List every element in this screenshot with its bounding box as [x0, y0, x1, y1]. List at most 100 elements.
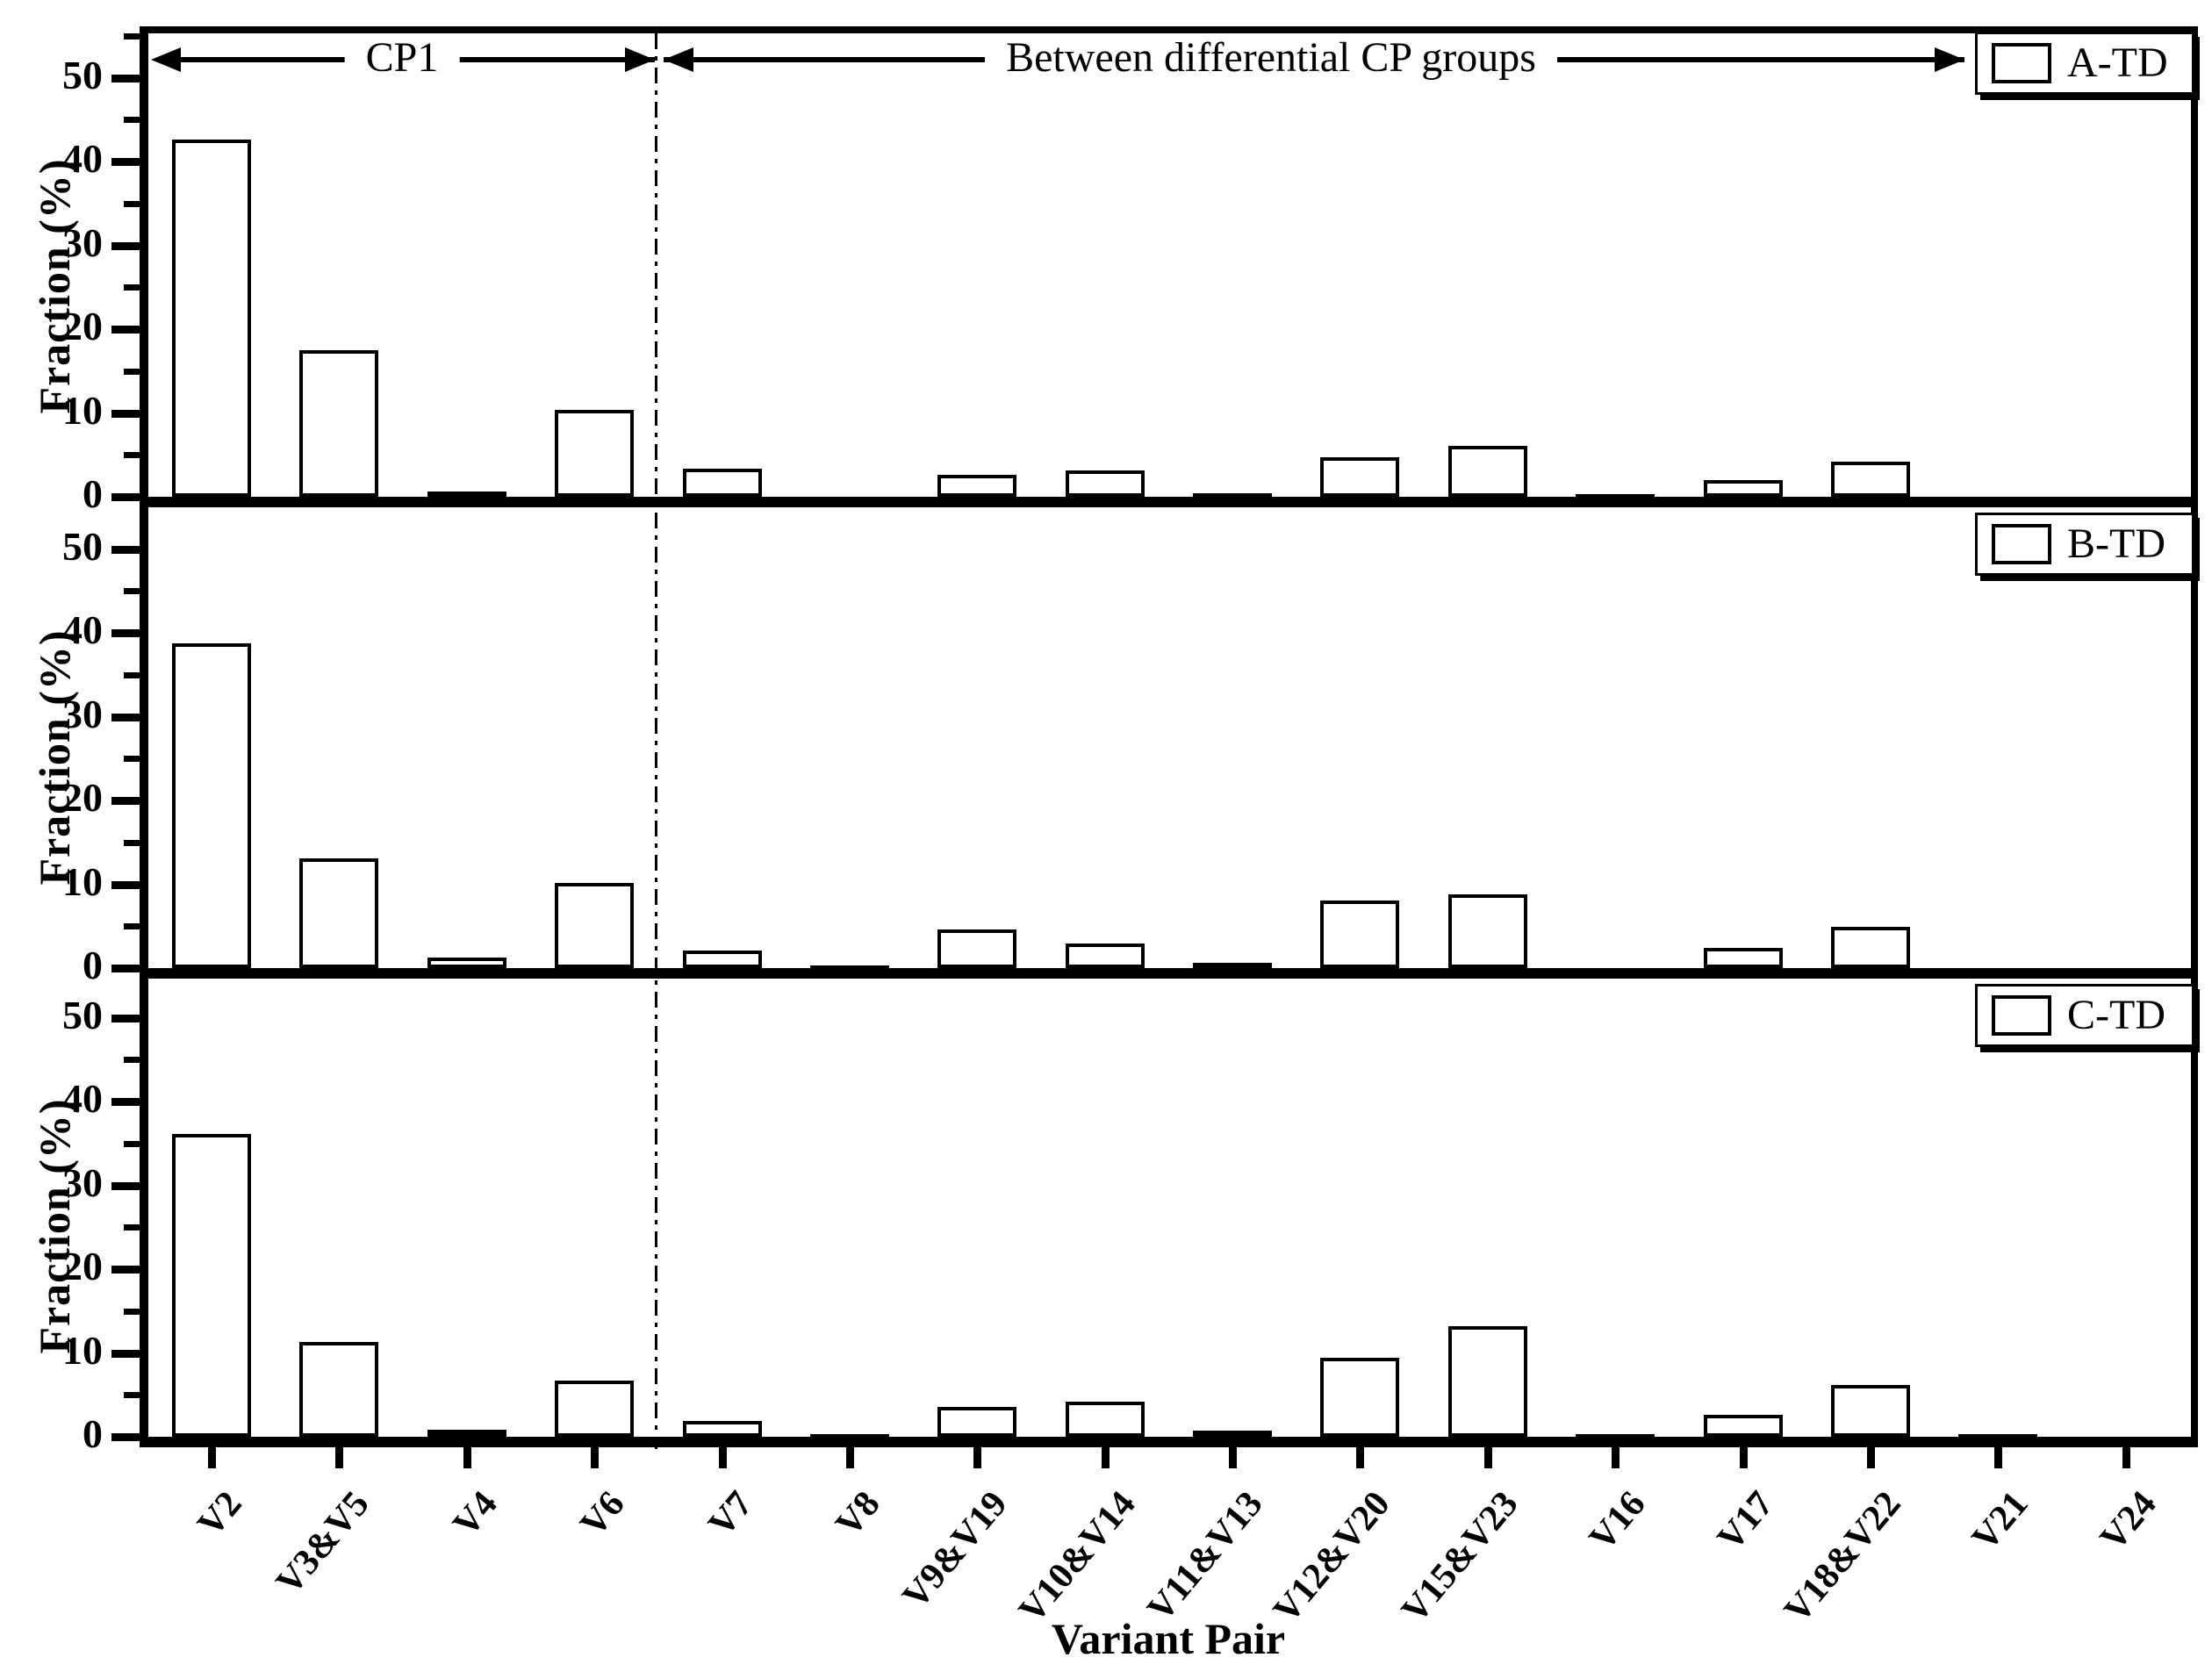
y-tick-label: 40	[62, 607, 103, 652]
y-minor-tick	[124, 368, 140, 375]
bar-C-TD-V11&V13	[1193, 1431, 1272, 1437]
x-tick	[1866, 1447, 1875, 1468]
x-tick	[591, 1447, 600, 1468]
y-major-tick	[111, 158, 140, 166]
y-major-tick	[111, 797, 140, 805]
bar-A-TD-V2	[172, 140, 251, 497]
panel-c-td-frame	[140, 979, 2198, 1447]
y-tick-label: 10	[62, 387, 103, 433]
y-tick-label: 0	[83, 1411, 103, 1456]
cp1-arrowhead-right	[625, 47, 655, 72]
y-minor-tick	[124, 671, 140, 678]
y-major-tick	[111, 493, 140, 501]
bar-B-TD-V18&V22	[1830, 927, 1910, 968]
legend-swatch-icon	[1992, 524, 2051, 564]
x-tick	[973, 1447, 982, 1468]
legend-swatch-icon	[1992, 43, 2051, 83]
y-major-tick	[111, 1433, 140, 1441]
bar-B-TD-V3&V5	[299, 858, 379, 968]
bar-A-TD-V16	[1576, 494, 1655, 497]
panel-a-td-frame	[140, 26, 2198, 507]
bar-B-TD-V2	[172, 643, 251, 968]
bar-A-TD-V12&V20	[1320, 457, 1400, 497]
legend-b-td: B-TD	[1975, 513, 2194, 576]
bar-A-TD-V17	[1703, 480, 1783, 497]
x-tick	[1739, 1447, 1748, 1468]
y-major-tick	[111, 1349, 140, 1358]
bar-C-TD-V6	[555, 1381, 635, 1437]
bar-C-TD-V18&V22	[1830, 1385, 1910, 1437]
legend-a-td: A-TD	[1975, 32, 2194, 95]
between-arrowhead-left	[664, 47, 693, 72]
bar-B-TD-V11&V13	[1193, 963, 1272, 968]
x-tick	[845, 1447, 854, 1468]
y-tick-label: 50	[62, 52, 103, 97]
legend-label: C-TD	[2067, 992, 2165, 1038]
x-tick	[718, 1447, 727, 1468]
y-tick-label: 50	[62, 992, 103, 1037]
y-major-tick	[111, 409, 140, 418]
panel-b-td-frame	[140, 507, 2198, 979]
bar-C-TD-V12&V20	[1320, 1358, 1400, 1437]
y-major-tick	[111, 1098, 140, 1106]
y-minor-tick	[124, 588, 140, 595]
y-axis-title: Fraction (%)	[30, 158, 79, 414]
y-tick-label: 30	[62, 691, 103, 736]
bar-A-TD-V9&V19	[937, 475, 1017, 497]
y-major-tick	[111, 241, 140, 250]
bar-C-TD-V3&V5	[299, 1342, 379, 1437]
y-minor-tick	[124, 117, 140, 124]
y-tick-label: 0	[83, 471, 103, 516]
bar-A-TD-V6	[555, 410, 635, 497]
y-major-tick	[111, 965, 140, 972]
bar-C-TD-V2	[172, 1134, 251, 1437]
bar-A-TD-V4	[427, 492, 506, 497]
between-arrowhead-right	[1935, 47, 1964, 72]
y-minor-tick	[124, 284, 140, 291]
legend-c-td: C-TD	[1975, 984, 2194, 1047]
y-minor-tick	[124, 1140, 140, 1147]
y-major-tick	[111, 326, 140, 334]
y-tick-label: 30	[62, 1159, 103, 1205]
x-tick	[1994, 1447, 2003, 1468]
y-major-tick	[111, 713, 140, 721]
y-tick-label: 20	[62, 304, 103, 348]
bar-C-TD-V8	[809, 1434, 889, 1437]
y-tick-label: 0	[83, 943, 103, 987]
y-minor-tick	[124, 32, 140, 39]
cp1-label: CP1	[344, 33, 460, 83]
x-tick	[208, 1447, 216, 1468]
y-tick-label: 40	[62, 1076, 103, 1121]
bar-C-TD-V9&V19	[937, 1407, 1017, 1437]
bar-C-TD-V17	[1703, 1415, 1783, 1437]
cp-group-separator-line	[655, 33, 657, 1449]
y-minor-tick	[124, 1224, 140, 1231]
bar-C-TD-V10&V14	[1065, 1402, 1145, 1437]
y-axis-title: Fraction (%)	[30, 629, 79, 886]
bar-A-TD-V7	[682, 469, 762, 497]
bar-A-TD-V10&V14	[1065, 470, 1145, 497]
bar-B-TD-V7	[682, 951, 762, 968]
bar-B-TD-V10&V14	[1065, 944, 1145, 968]
bar-C-TD-V7	[682, 1421, 762, 1437]
legend-label: A-TD	[2067, 39, 2168, 86]
between-groups-label: Between differential CP groups	[985, 33, 1557, 83]
y-axis-title: Fraction (%)	[30, 1098, 79, 1354]
bar-B-TD-V4	[427, 958, 506, 968]
bar-C-TD-V21	[1958, 1434, 2038, 1437]
y-major-tick	[111, 1014, 140, 1022]
bar-A-TD-V18&V22	[1830, 462, 1910, 497]
y-tick-label: 50	[62, 523, 103, 569]
y-major-tick	[111, 880, 140, 889]
bar-A-TD-V11&V13	[1193, 493, 1272, 497]
bar-C-TD-V16	[1576, 1434, 1655, 1437]
bar-A-TD-V3&V5	[299, 350, 379, 497]
y-major-tick	[111, 545, 140, 554]
cp1-arrowhead-left	[151, 47, 181, 72]
bar-B-TD-V15&V23	[1447, 894, 1527, 968]
y-minor-tick	[124, 1057, 140, 1064]
bar-C-TD-V4	[427, 1430, 506, 1437]
y-tick-label: 40	[62, 136, 103, 181]
bar-B-TD-V17	[1703, 948, 1783, 968]
